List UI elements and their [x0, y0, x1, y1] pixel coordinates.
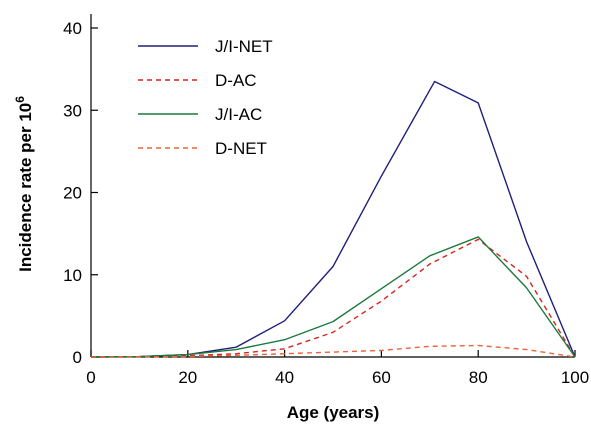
legend-label: D-NET [215, 139, 267, 158]
x-tick-label: 20 [178, 368, 197, 387]
series-line-3 [91, 237, 575, 357]
legend-label: D-AC [215, 71, 257, 90]
legend: J/I-NET D-AC J/I-AC D-NET [138, 37, 273, 158]
series-line-2 [91, 239, 575, 357]
x-tick-label: 100 [561, 368, 589, 387]
series-lines [91, 81, 575, 357]
y-tick-label: 30 [63, 101, 82, 120]
y-tick-label: 40 [63, 19, 82, 38]
x-tick-label: 0 [86, 368, 95, 387]
legend-label: J/I-AC [215, 105, 262, 124]
series-line-1 [91, 81, 575, 357]
x-tick-label: 80 [469, 368, 488, 387]
y-tick-label: 20 [63, 184, 82, 203]
y-tick-label: 0 [73, 348, 82, 367]
y-axis-title: Incidence rate per 106 [13, 96, 35, 272]
y-tick-label: 10 [63, 266, 82, 285]
x-axis-title: Age (years) [287, 403, 380, 422]
x-tick-label: 60 [372, 368, 391, 387]
x-tick-label: 40 [275, 368, 294, 387]
axis-ticks: 0 20 40 60 80 100 0 10 20 30 40 [63, 19, 589, 387]
y-axis-title-superscript: 6 [13, 96, 27, 103]
y-axis-title-main: Incidence rate per 10 [16, 103, 35, 272]
legend-label: J/I-NET [215, 37, 273, 56]
